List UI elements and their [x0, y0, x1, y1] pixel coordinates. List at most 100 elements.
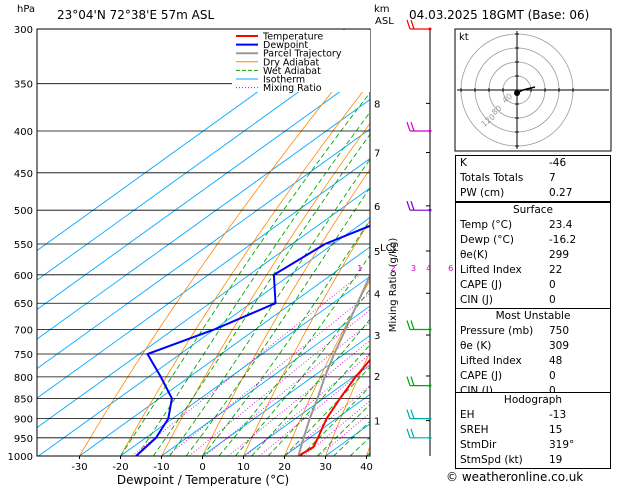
hodo-row: StmSpd (kt) 19: [456, 453, 610, 468]
wind-barb-dot: [428, 417, 432, 421]
mu-value: 0: [549, 370, 556, 382]
mixing-ratio-label: 6: [448, 264, 453, 273]
hodo-label: EH: [460, 409, 475, 421]
hodo-value: 19: [549, 454, 563, 466]
surface-value: 23.4: [549, 219, 573, 231]
hodograph-kt-label: kt: [459, 32, 469, 43]
wind-barb-dot: [428, 129, 432, 133]
index-row: K -46: [456, 156, 610, 171]
wet-adiabat-line: [251, 318, 370, 456]
mu-label: Pressure (mb): [460, 325, 534, 337]
isotherm-line: [161, 305, 370, 456]
surface-row: Lifted Index 22: [456, 263, 610, 278]
legend-entry: Dewpoint: [263, 40, 308, 51]
pressure-tick-label: 1000: [8, 452, 33, 463]
wind-barb-dot: [428, 436, 432, 440]
surface-row: Dewp (°C) -16.2: [456, 233, 610, 248]
x-tick-label: 40: [360, 462, 373, 473]
wind-barb-flag: [406, 409, 411, 419]
isotherm-line: [37, 29, 346, 252]
wind-barb-dot: [428, 328, 432, 332]
legend-entry: Isotherm: [263, 75, 305, 86]
km-tick-label: 3: [374, 331, 380, 342]
pressure-tick-label: 700: [14, 326, 33, 337]
surface-value: 0: [549, 294, 556, 306]
pressure-tick-label: 900: [14, 415, 33, 426]
mixing-ratio-label: 4: [426, 264, 431, 273]
pressure-tick-label: 300: [14, 25, 33, 36]
pressure-tick-label: 400: [14, 127, 33, 138]
hodograph-table-title: Hodograph: [503, 394, 563, 406]
index-value: -46: [549, 157, 567, 169]
surface-row: Temp (°C) 23.4: [456, 218, 610, 233]
x-tick-label: 20: [278, 462, 291, 473]
mu-label: Lifted Index: [460, 355, 522, 367]
index-label: PW (cm): [460, 187, 505, 199]
hodo-row: SREH 15: [456, 423, 610, 438]
wind-barb-dot: [428, 384, 432, 388]
wet-adiabat-line: [136, 111, 370, 456]
km-label: km: [374, 4, 390, 15]
x-tick-label: -20: [112, 462, 128, 473]
pressure-tick-label: 950: [14, 434, 33, 445]
surface-title: Surface: [512, 204, 553, 216]
wind-barb-flag: [406, 376, 411, 386]
isotherm-line: [243, 364, 370, 456]
mu-row: CAPE (J) 0: [456, 369, 610, 384]
surface-label: Lifted Index: [460, 264, 522, 276]
isotherm-line: [120, 275, 370, 456]
legend-entry: Parcel Trajectory: [263, 49, 342, 60]
mu-value: 0: [549, 385, 556, 397]
dry-adiabat-line: [325, 351, 370, 456]
x-tick-label: -30: [71, 462, 87, 473]
wind-barb-flag: [406, 428, 411, 438]
mu-row: θe (K) 309: [456, 339, 610, 354]
isotherm-line: [202, 334, 370, 456]
hodo-value: -13: [549, 409, 567, 421]
mu-row: Pressure (mb) 750: [456, 324, 610, 339]
mixing-ratio-line: [188, 309, 370, 456]
surface-value: 22: [549, 264, 563, 276]
surface-label: CIN (J): [460, 294, 493, 306]
surface-label: Temp (°C): [460, 219, 513, 231]
dry-adiabat-line: [79, 43, 370, 456]
wind-barb-flag: [410, 428, 415, 438]
legend-entry: Temperature: [262, 32, 323, 43]
surface-row: θe(K) 299: [456, 248, 610, 263]
surface-value: -16.2: [549, 234, 577, 246]
wet-adiabat-line: [267, 344, 370, 456]
isotherm-line: [79, 246, 370, 456]
surface-label: Dewp (°C): [460, 234, 514, 246]
lcl-label: LCL: [380, 243, 399, 254]
wind-barb-flag: [406, 320, 411, 330]
most-unstable-title: Most Unstable: [456, 308, 610, 324]
wet-adiabat-line: [234, 288, 370, 456]
axes: 3003504004505005506006507007508008509009…: [8, 25, 541, 486]
pressure-tick-label: 800: [14, 373, 33, 384]
wind-barb-flag: [406, 121, 411, 132]
km-tick-label: 8: [374, 99, 380, 110]
index-value: 7: [549, 172, 556, 184]
pressure-tick-label: 600: [14, 271, 33, 282]
pressure-tick-label: 550: [14, 240, 33, 251]
legend-entry: Wet Adiabat: [263, 66, 321, 77]
legend-entry: Mixing Ratio: [263, 83, 322, 94]
datetime-label: 04.03.2025 18GMT (Base: 06): [409, 8, 590, 22]
mu-row: Lifted Index 48: [456, 354, 610, 369]
wind-barb-dot: [428, 208, 432, 212]
km-tick-label: 4: [374, 289, 380, 300]
surface-value: 0: [549, 279, 556, 291]
credit-label: © weatheronline.co.uk: [446, 470, 584, 484]
location-label: 23°04'N 72°38'E 57m ASL: [57, 8, 215, 22]
sounding-lines: [135, 224, 370, 456]
wet-adiabat-line: [185, 186, 370, 456]
isotherm-line: [37, 98, 370, 340]
hodo-label: SREH: [460, 424, 489, 436]
mixing-ratio-line: [245, 353, 370, 456]
x-tick-label: 30: [319, 462, 332, 473]
hodo-row: EH -13: [456, 408, 610, 423]
pressure-tick-label: 650: [14, 299, 33, 310]
pressure-tick-label: 450: [14, 169, 33, 180]
